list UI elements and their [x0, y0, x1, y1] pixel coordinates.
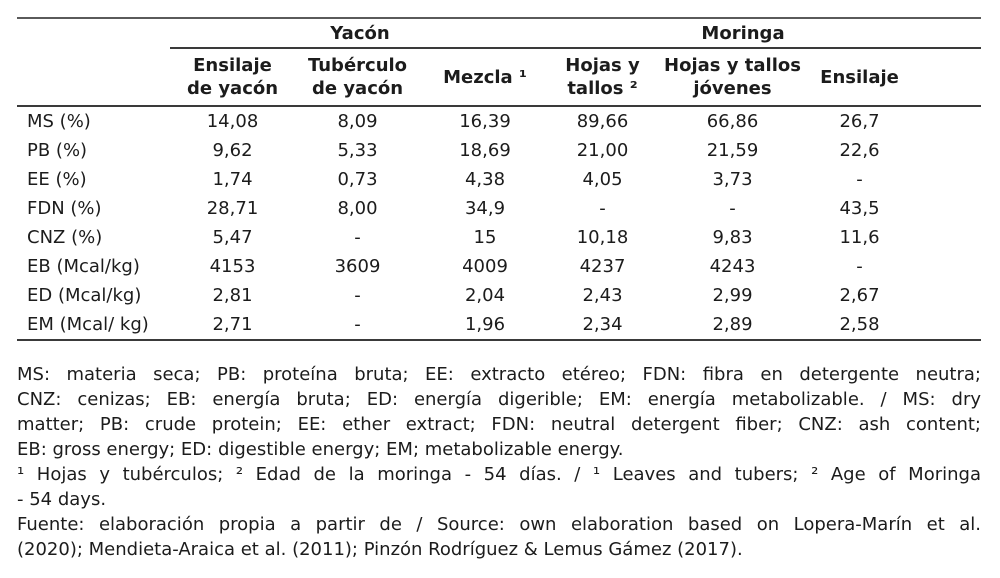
cell-value: 4243 — [709, 256, 756, 277]
table-row-ms: MS (%) 14,08 8,09 16,39 89,66 66,86 26,7 — [17, 106, 981, 136]
footnote-line: EB: gross energy; ED: digestible energy;… — [17, 439, 624, 460]
cell-value: 9,62 — [212, 140, 253, 161]
cell-value: 3,73 — [712, 169, 753, 190]
cell-value: 8,09 — [337, 111, 378, 132]
cell-value: 10,18 — [576, 227, 629, 248]
footnote-line: CNZ: cenizas; EB: energía bruta; ED: ene… — [17, 389, 981, 410]
group-header-moringa: Moringa — [550, 18, 982, 49]
cell-value: 2,43 — [582, 285, 623, 306]
cell-value: 3609 — [334, 256, 381, 277]
cell-value: 2,99 — [712, 285, 753, 306]
column-header-ensilaje-moringa: Ensilaje — [810, 48, 982, 107]
cell-value: 28,71 — [206, 198, 259, 219]
cell-value: 43,5 — [839, 198, 880, 219]
footnote-abbreviations: MS: materia seca; PB: proteína bruta; EE… — [17, 362, 981, 462]
group-header-yacon: Yacón — [170, 18, 550, 49]
cell-value: 8,00 — [337, 198, 378, 219]
paper-table-figure: Yacón Moringa Ensilaje de yacón Tubércul… — [0, 17, 1000, 578]
footnote-line: ¹ Hojas y tubérculos; ² Edad de la morin… — [17, 464, 981, 485]
row-label: EM (Mcal/ kg) — [27, 314, 149, 335]
footnote-line: - 54 days. — [17, 489, 107, 510]
table-row-em: EM (Mcal/ kg) 2,71 - 1,96 2,34 2,89 2,58 — [17, 310, 981, 340]
cell-value: 15 — [473, 227, 497, 248]
cell-value: 0,73 — [337, 169, 378, 190]
cell-value: 66,86 — [706, 111, 759, 132]
row-label: CNZ (%) — [27, 227, 103, 248]
footnote-source: Fuente: elaboración propia a partir de /… — [17, 512, 981, 562]
cell-value: 21,59 — [706, 140, 759, 161]
cell-value: 4153 — [209, 256, 256, 277]
cell-value: - — [729, 198, 736, 219]
cell-value: 21,00 — [576, 140, 629, 161]
cell-value: 14,08 — [206, 111, 259, 132]
row-label: FDN (%) — [27, 198, 102, 219]
cell-value: - — [856, 256, 863, 277]
cell-value: 9,83 — [712, 227, 753, 248]
table-row-ee: EE (%) 1,74 0,73 4,38 4,05 3,73 - — [17, 165, 981, 194]
cell-value: 2,81 — [212, 285, 253, 306]
column-header-empty — [17, 48, 170, 107]
column-header-mezcla: Mezcla ¹ — [420, 48, 550, 107]
table-row-pb: PB (%) 9,62 5,33 18,69 21,00 21,59 22,6 — [17, 136, 981, 165]
cell-value: 26,7 — [839, 111, 880, 132]
table-row-fdn: FDN (%) 28,71 8,00 34,9 - - 43,5 — [17, 194, 981, 223]
cell-value: 89,66 — [576, 111, 629, 132]
column-header-row: Ensilaje de yacón Tubérculo de yacón Mez… — [17, 48, 982, 107]
cell-value: - — [354, 227, 361, 248]
cell-value: 18,69 — [459, 140, 511, 161]
cell-value: - — [354, 285, 361, 306]
cell-value: 4009 — [462, 256, 508, 277]
footnote-line: (2020); Mendieta-Araica et al. (2011); P… — [17, 539, 743, 560]
row-label: EB (Mcal/kg) — [27, 256, 140, 277]
cell-value: 2,71 — [212, 314, 253, 335]
group-header-row: Yacón Moringa — [17, 18, 982, 49]
cell-value: 2,04 — [464, 285, 506, 306]
cell-value: 22,6 — [839, 140, 880, 161]
footnote-superscripts: ¹ Hojas y tubérculos; ² Edad de la morin… — [17, 462, 981, 512]
cell-value: 2,58 — [839, 314, 880, 335]
column-header-ensilaje-yacon: Ensilaje de yacón — [170, 48, 295, 107]
cell-value: 4237 — [579, 256, 626, 277]
cell-value: - — [599, 198, 606, 219]
footnote-line: MS: materia seca; PB: proteína bruta; EE… — [17, 364, 981, 385]
nutrition-composition-table: Yacón Moringa Ensilaje de yacón Tubércul… — [17, 17, 982, 341]
cell-value: 4,05 — [582, 169, 623, 190]
cell-value: 2,67 — [839, 285, 880, 306]
table-footnotes: MS: materia seca; PB: proteína bruta; EE… — [17, 362, 981, 562]
group-header-spacer — [17, 18, 170, 48]
footnote-line: matter; PB: crude protein; EE: ether ext… — [17, 414, 981, 435]
row-label: EE (%) — [27, 169, 87, 190]
cell-value: 1,74 — [212, 169, 253, 190]
cell-value: 5,33 — [337, 140, 378, 161]
cell-value: 34,9 — [464, 198, 506, 219]
footnote-line: Fuente: elaboración propia a partir de /… — [17, 514, 981, 535]
cell-value: 2,34 — [582, 314, 623, 335]
cell-value: 11,6 — [839, 227, 880, 248]
cell-value: 4,38 — [464, 169, 506, 190]
table-row-eb: EB (Mcal/kg) 4153 3609 4009 4237 4243 - — [17, 252, 981, 281]
cell-value: - — [354, 314, 361, 335]
table-row-ed: ED (Mcal/kg) 2,81 - 2,04 2,43 2,99 2,67 — [17, 281, 981, 310]
cell-value: 5,47 — [212, 227, 253, 248]
row-label: ED (Mcal/kg) — [27, 285, 142, 306]
cell-value: 1,96 — [464, 314, 506, 335]
cell-value: - — [856, 169, 863, 190]
row-label: MS (%) — [27, 111, 91, 132]
column-header-hojas-tallos: Hojas y tallos ² — [550, 48, 655, 107]
cell-value: 2,89 — [712, 314, 753, 335]
table-row-cnz: CNZ (%) 5,47 - 15 10,18 9,83 11,6 — [17, 223, 981, 252]
cell-value: 16,39 — [459, 111, 511, 132]
row-label: PB (%) — [27, 140, 88, 161]
column-header-hojas-tallos-jovenes: Hojas y tallos jóvenes — [655, 48, 810, 107]
column-header-tuberculo-yacon: Tubérculo de yacón — [295, 48, 420, 107]
